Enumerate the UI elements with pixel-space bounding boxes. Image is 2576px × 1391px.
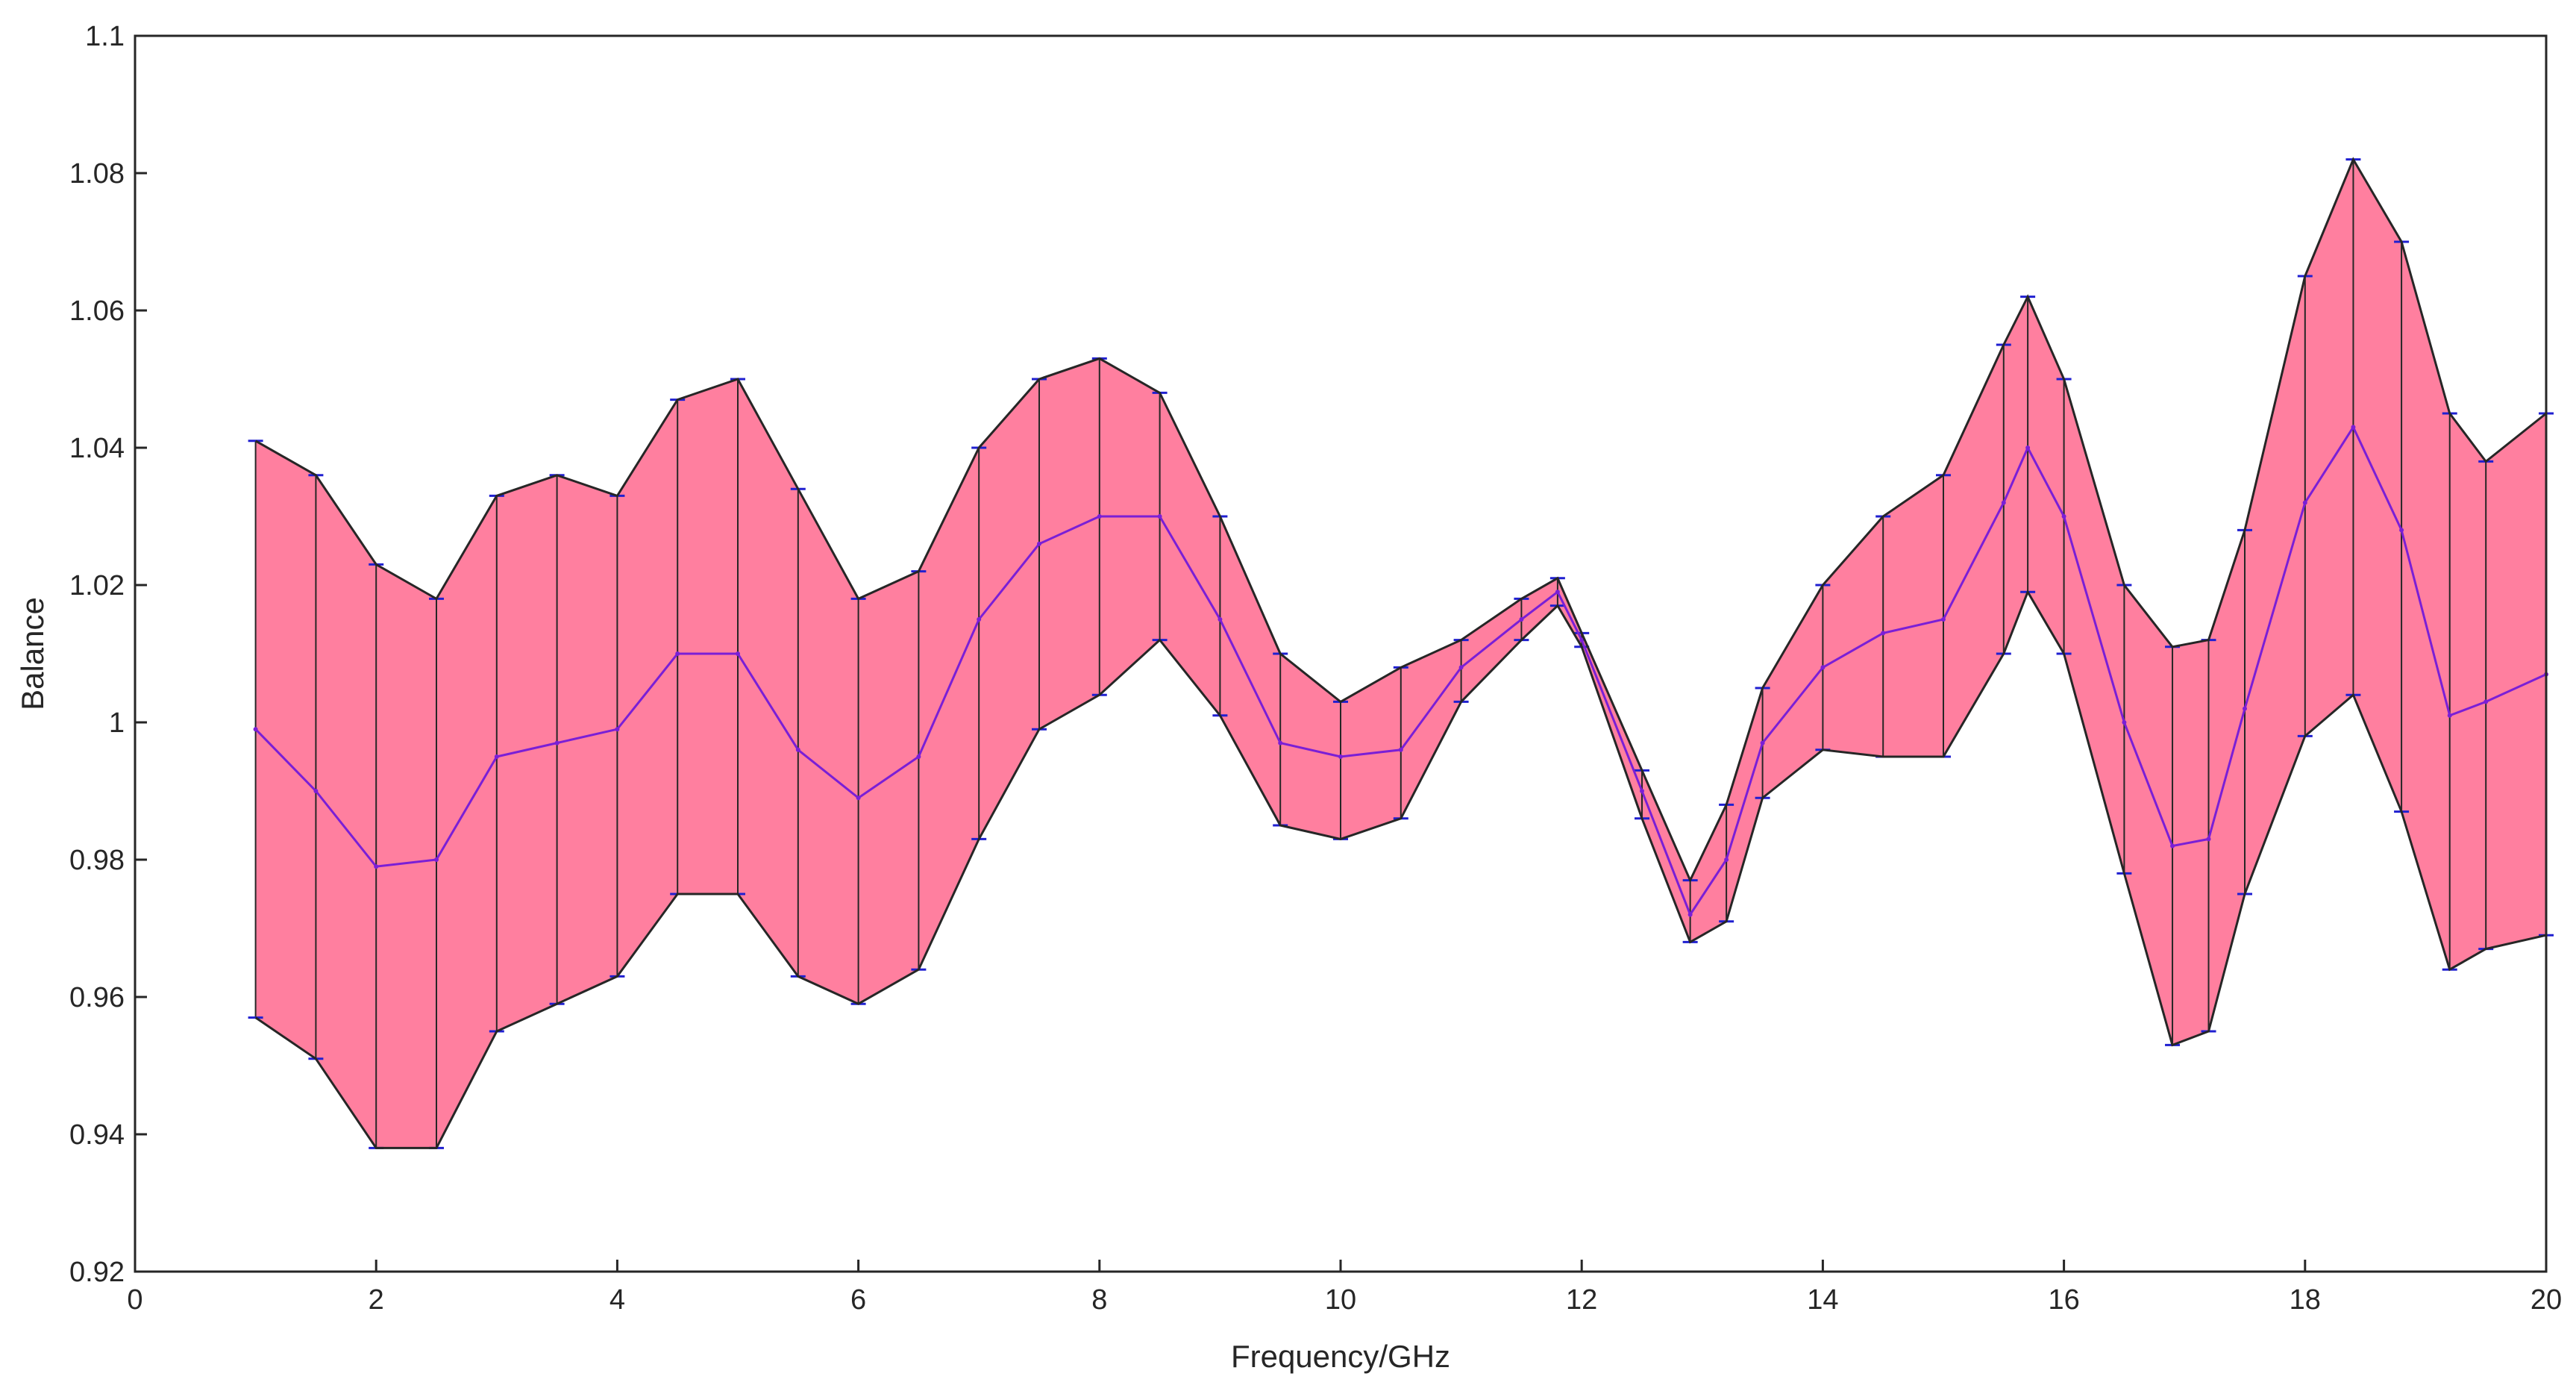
mean-line — [254, 425, 2547, 917]
band-fill — [255, 159, 2546, 1148]
y-tick-label: 0.94 — [69, 1119, 125, 1151]
x-tick-label: 2 — [369, 1284, 384, 1316]
y-axis-title: Balance — [15, 597, 50, 710]
y-tick-label: 1.06 — [69, 296, 125, 327]
x-tick-label: 0 — [127, 1284, 142, 1316]
x-tick-label: 8 — [1091, 1284, 1107, 1316]
y-tick-label: 0.92 — [69, 1257, 125, 1288]
y-tick-label: 1.04 — [69, 433, 125, 464]
y-tick-label: 1.08 — [69, 158, 125, 190]
y-tick-label: 1 — [109, 707, 125, 739]
y-tick-label: 1.1 — [85, 21, 125, 52]
band-upper-edge — [254, 157, 2547, 884]
x-tick-label: 10 — [1325, 1284, 1356, 1316]
y-tick-label: 0.96 — [69, 982, 125, 1013]
x-tick-label: 14 — [1807, 1284, 1838, 1316]
y-tick-label: 0.98 — [69, 845, 125, 876]
x-axis: 0 2 4 6 8 10 12 14 16 18 20 — [127, 1260, 2562, 1316]
y-tick-label: 1.02 — [69, 570, 125, 601]
band-lower-edge — [254, 589, 2547, 1149]
x-tick-label: 18 — [2290, 1284, 2321, 1316]
y-axis: 0.92 0.94 0.96 0.98 1 1.02 1.04 1.06 1.08 1.1 — [69, 21, 147, 1288]
x-tick-label: 12 — [1566, 1284, 1597, 1316]
x-tick-label: 20 — [2530, 1284, 2562, 1316]
x-tick-label: 6 — [850, 1284, 866, 1316]
x-axis-title: Frequency/GHz — [1231, 1339, 1450, 1374]
x-tick-label: 4 — [609, 1284, 625, 1316]
x-tick-label: 16 — [2048, 1284, 2079, 1316]
